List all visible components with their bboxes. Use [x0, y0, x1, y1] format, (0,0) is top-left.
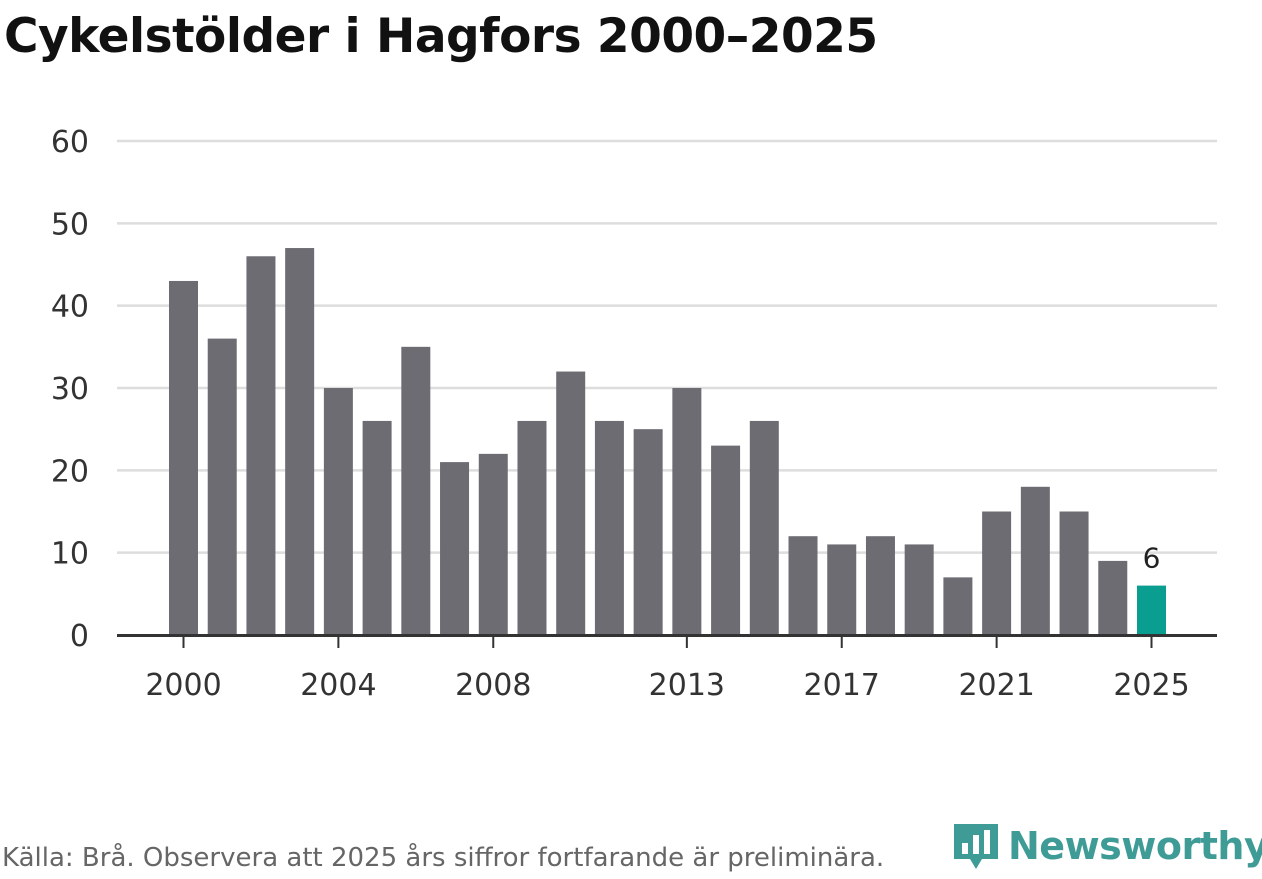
- bar-2007: [440, 462, 470, 635]
- data-label-2025: 6: [1143, 542, 1161, 575]
- x-tick-label: 2008: [455, 668, 531, 703]
- bar-2020: [943, 577, 973, 635]
- y-tick-label: 30: [51, 372, 89, 407]
- x-tick-label: 2004: [300, 668, 376, 703]
- x-tick-label: 2000: [145, 668, 221, 703]
- bar-2010: [556, 371, 586, 635]
- bars: [169, 248, 1166, 635]
- newsworthy-brand: Newsworthy: [952, 818, 1262, 874]
- newsworthy-logo-icon: [954, 824, 998, 869]
- bar-2023: [1059, 511, 1089, 635]
- y-tick-label: 0: [70, 619, 89, 654]
- bar-2014: [711, 445, 741, 635]
- bar-2018: [865, 536, 895, 635]
- bar-2012: [633, 429, 663, 635]
- bar-2013: [672, 388, 702, 635]
- y-tick-label: 10: [51, 537, 89, 572]
- x-tick-label: 2017: [804, 668, 880, 703]
- x-tick-label: 2013: [649, 668, 725, 703]
- bar-2009: [517, 420, 547, 635]
- x-tick-label: 2021: [958, 668, 1034, 703]
- bar-2005: [362, 420, 392, 635]
- bar-2022: [1020, 486, 1050, 635]
- x-axis-ticks: 2000 2004 2008 2013 2017 2021 2025: [145, 636, 1190, 703]
- bar-2019: [904, 544, 934, 635]
- bar-2021: [982, 511, 1012, 635]
- y-tick-label: 60: [51, 125, 89, 160]
- bar-2015: [749, 420, 779, 635]
- data-labels: 6: [1143, 542, 1161, 575]
- source-note: Källa: Brå. Observera att 2025 års siffr…: [2, 843, 885, 873]
- x-tick-label: 2025: [1113, 668, 1189, 703]
- bar-2011: [594, 420, 624, 635]
- bar-2002: [246, 256, 276, 635]
- y-axis-ticks: 0 10 20 30 40 50 60: [51, 125, 89, 654]
- y-tick-label: 20: [51, 454, 89, 489]
- bar-2004: [323, 388, 353, 635]
- bar-2000: [169, 280, 198, 635]
- chart-title: Cykelstölder i Hagfors 2000–2025: [4, 9, 878, 64]
- bar-2017: [827, 544, 857, 635]
- brand-name: Newsworthy: [1008, 824, 1262, 868]
- gridlines: [117, 139, 1217, 554]
- bar-2003: [285, 248, 315, 635]
- bar-2024: [1098, 560, 1128, 635]
- bar-2016: [788, 536, 818, 635]
- bar-2025: [1137, 585, 1166, 635]
- bar-2001: [207, 338, 237, 635]
- y-tick-label: 50: [51, 207, 89, 242]
- y-tick-label: 40: [51, 290, 89, 325]
- bar-2008: [478, 453, 508, 635]
- bar-2006: [401, 346, 431, 635]
